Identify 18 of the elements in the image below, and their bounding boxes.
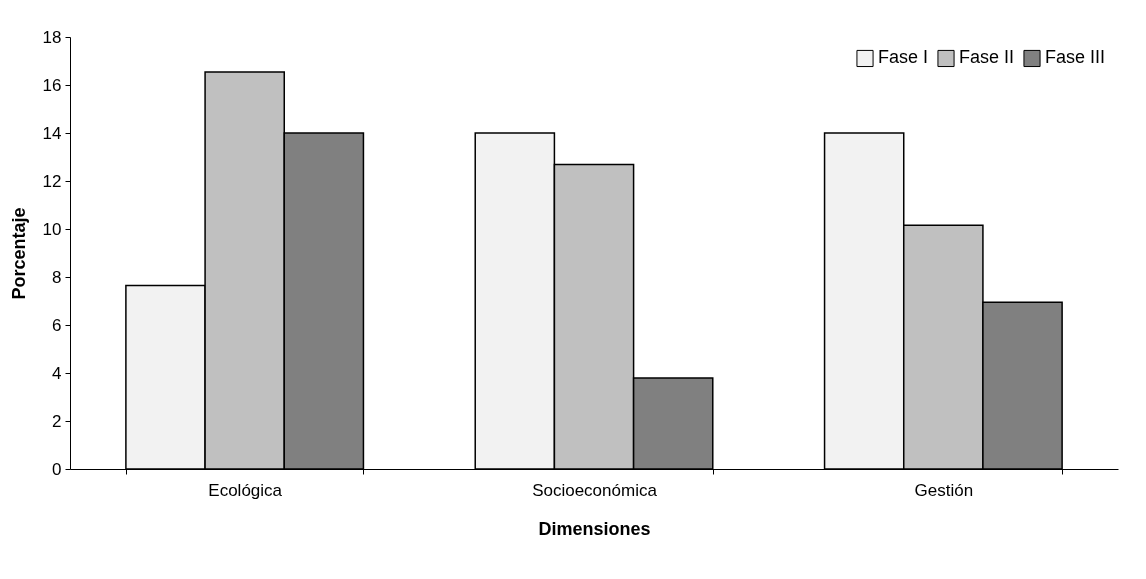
- y-tick-label: 2: [52, 411, 62, 431]
- y-tick-label: 16: [42, 75, 62, 95]
- x-tick-label: Ecológica: [208, 480, 283, 500]
- y-tick-label: 12: [42, 171, 62, 191]
- y-axis-title: Porcentaje: [8, 207, 29, 300]
- y-tick-label: 6: [52, 315, 62, 335]
- y-tick-label: 10: [42, 219, 62, 239]
- x-axis-title: Dimensiones: [538, 518, 651, 539]
- y-tick-label: 4: [52, 363, 62, 383]
- x-tick-label: Gestión: [914, 480, 974, 500]
- y-tick-label: 14: [42, 123, 62, 143]
- legend-label: Fase III: [1045, 47, 1106, 68]
- legend-label: Fase I: [878, 47, 929, 68]
- y-tick-label: 0: [52, 459, 62, 479]
- y-tick-label: 8: [52, 267, 62, 287]
- y-tick-label: 18: [42, 27, 62, 47]
- x-tick-label: Socioeconómica: [532, 480, 658, 500]
- legend-label: Fase II: [959, 47, 1015, 68]
